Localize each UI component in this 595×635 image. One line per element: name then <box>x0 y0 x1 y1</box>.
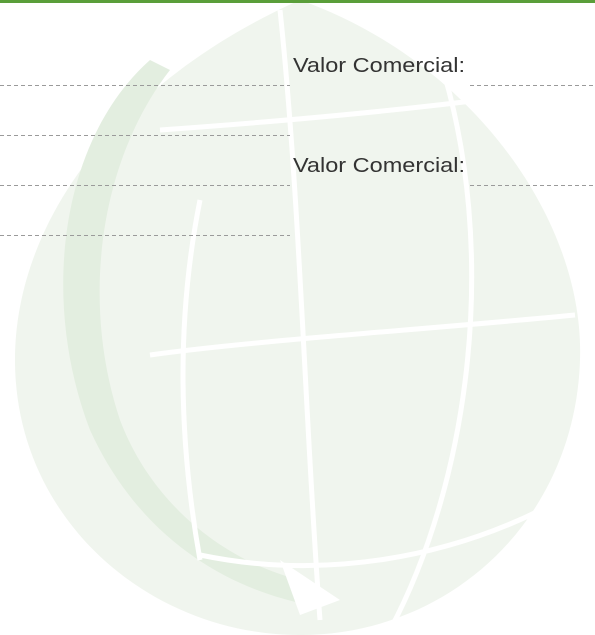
globe-watermark <box>15 0 580 635</box>
form-page: Valor Comercial: Valor Comercial: <box>0 0 595 635</box>
field-label: Valor Comercial: <box>293 55 465 77</box>
field-label: Valor Comercial: <box>293 155 465 177</box>
